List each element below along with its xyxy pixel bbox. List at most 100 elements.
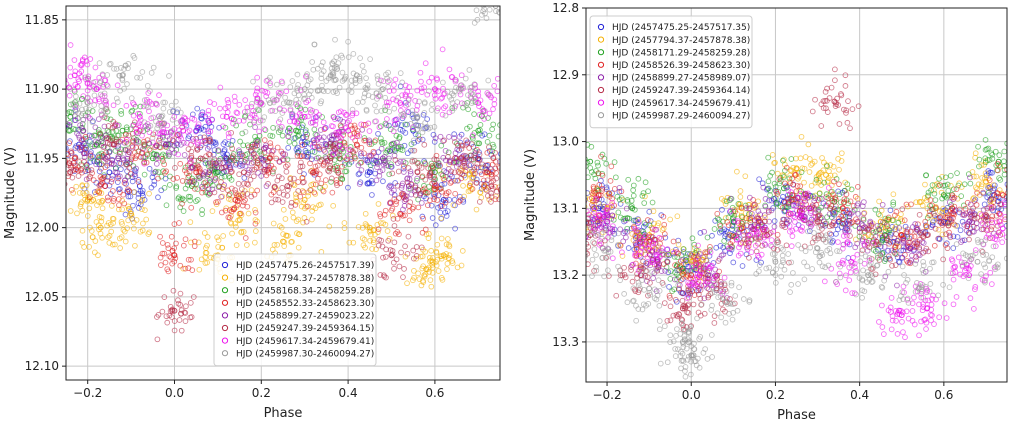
data-point <box>418 78 424 85</box>
data-point <box>378 237 385 244</box>
data-point <box>309 216 315 223</box>
data-point <box>904 242 911 249</box>
data-point <box>488 171 495 178</box>
data-point <box>66 181 68 187</box>
data-point <box>683 254 690 261</box>
data-point <box>828 84 835 91</box>
data-point <box>359 99 366 105</box>
data-point <box>252 209 259 216</box>
data-point <box>346 117 352 124</box>
data-point <box>847 125 853 132</box>
data-point <box>202 179 209 186</box>
data-point <box>491 101 498 107</box>
data-point <box>624 229 630 235</box>
data-point <box>190 136 196 142</box>
data-point <box>418 85 425 92</box>
data-point <box>400 206 406 213</box>
data-point <box>1014 184 1019 189</box>
data-point <box>661 221 668 228</box>
data-point <box>91 92 98 99</box>
data-point <box>581 171 586 176</box>
data-point <box>411 274 417 281</box>
data-point <box>218 179 224 185</box>
data-point <box>270 96 276 103</box>
data-point <box>959 218 966 225</box>
data-point <box>289 238 295 245</box>
data-point <box>470 135 476 142</box>
data-point <box>139 132 145 139</box>
data-point <box>363 222 370 229</box>
data-point <box>649 234 656 241</box>
data-point <box>693 247 700 254</box>
data-point <box>170 176 177 182</box>
data-point <box>391 223 398 229</box>
data-point <box>164 122 171 129</box>
data-point <box>163 313 170 320</box>
data-point <box>95 96 102 103</box>
data-point <box>468 141 475 147</box>
data-point <box>859 238 866 244</box>
data-point <box>401 193 408 199</box>
data-point <box>499 194 500 198</box>
data-point <box>281 239 288 245</box>
data-point <box>220 113 226 120</box>
data-point <box>859 222 866 229</box>
data-point <box>308 168 314 175</box>
data-point <box>100 144 107 150</box>
data-point <box>373 246 379 253</box>
data-point <box>812 195 819 202</box>
data-point <box>485 184 491 191</box>
data-point <box>427 277 434 283</box>
data-point <box>820 167 827 174</box>
data-point <box>806 169 813 175</box>
data-point <box>823 98 830 104</box>
data-point <box>291 175 297 182</box>
data-point <box>131 119 138 126</box>
data-point <box>286 99 293 106</box>
data-point <box>1006 206 1007 208</box>
data-point <box>112 139 119 145</box>
data-point <box>431 156 438 163</box>
data-point <box>501 1 506 6</box>
data-point <box>463 102 470 109</box>
data-point <box>431 139 438 145</box>
series-5-points <box>66 106 500 343</box>
data-point <box>437 133 444 140</box>
data-point <box>440 85 446 92</box>
data-point <box>976 163 982 170</box>
legend-entry: HJD (2457794.37-2457878.38) <box>236 274 374 284</box>
data-point <box>286 138 293 145</box>
data-point <box>812 213 819 220</box>
data-point <box>129 107 136 114</box>
data-point <box>237 160 243 167</box>
data-point <box>295 100 302 106</box>
data-point <box>929 202 935 209</box>
data-point <box>679 257 686 263</box>
data-point <box>421 109 428 116</box>
data-point <box>319 59 326 66</box>
data-point <box>356 133 362 139</box>
data-point <box>66 122 73 128</box>
data-point <box>783 164 790 171</box>
data-point <box>737 200 744 207</box>
data-point <box>221 146 228 153</box>
data-point <box>328 175 335 182</box>
data-point <box>364 180 371 187</box>
data-point <box>51 128 56 133</box>
data-point <box>914 240 921 247</box>
data-point <box>80 190 86 196</box>
data-point <box>771 218 778 224</box>
data-point <box>442 112 449 119</box>
legend-marker <box>221 299 229 306</box>
data-point <box>426 183 432 190</box>
data-point <box>716 229 723 236</box>
data-point <box>476 151 483 158</box>
data-point <box>140 141 147 148</box>
legend-entry: HJD (2458552.33-2458623.30) <box>236 299 374 309</box>
data-point <box>176 127 183 134</box>
data-point <box>674 313 681 320</box>
data-point <box>947 234 954 241</box>
data-point <box>252 124 258 131</box>
data-point <box>958 193 965 199</box>
data-point <box>291 182 298 189</box>
